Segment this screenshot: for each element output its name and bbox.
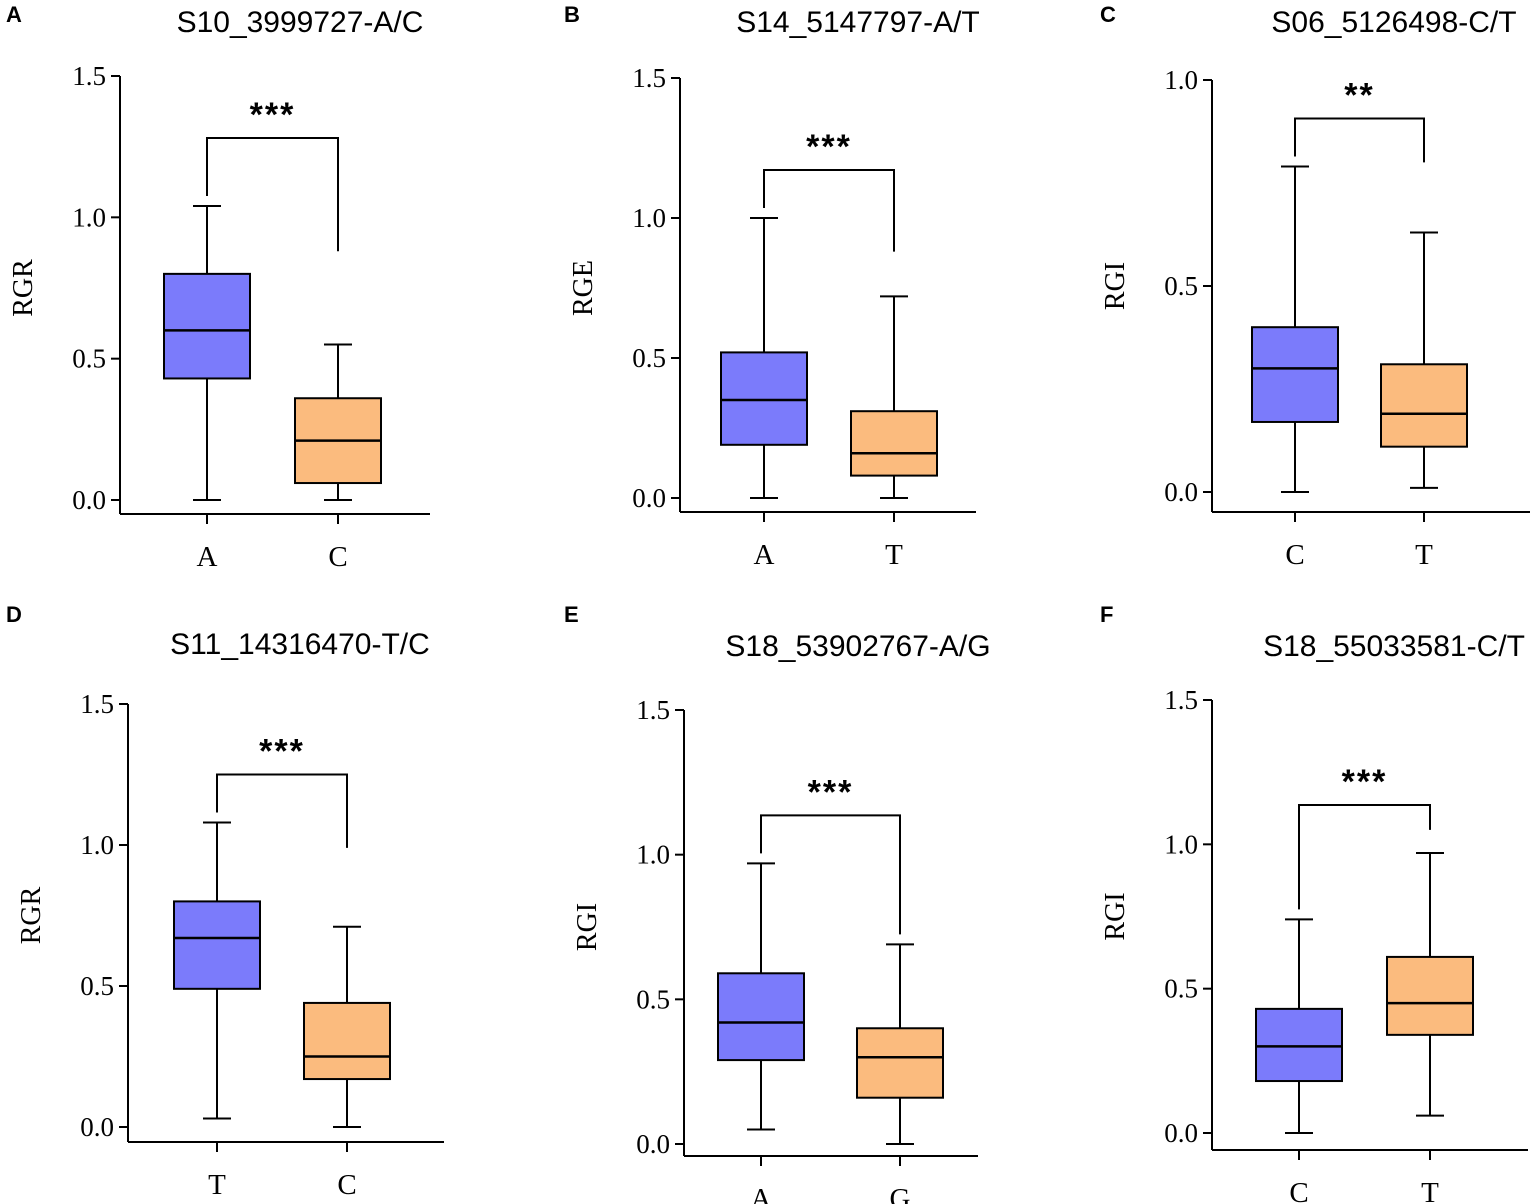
y-axis-label: RGR xyxy=(8,259,39,317)
y-tick-label: 0.0 xyxy=(1164,1118,1198,1148)
chart-title: S06_5126498-C/T xyxy=(1271,6,1517,39)
box-A xyxy=(163,272,251,380)
y-tick-label: 0.0 xyxy=(80,1112,114,1142)
significance-bracket xyxy=(760,814,901,935)
x-tick-label: A xyxy=(197,541,218,573)
y-tick-label: 1.5 xyxy=(632,63,666,93)
significance-label: *** xyxy=(1342,763,1388,801)
y-axis-label: RGR xyxy=(16,886,47,944)
x-tick-label: A xyxy=(754,539,775,571)
y-tick-label: 0.0 xyxy=(632,483,666,513)
panel-letter: E xyxy=(564,602,579,627)
y-tick-label: 0.5 xyxy=(1164,974,1198,1004)
y-tick-label: 1.5 xyxy=(636,695,670,725)
y-tick-label: 0.0 xyxy=(636,1129,670,1159)
boxplot: 0.0 0.5 1.0 1.5 RGI C T *** xyxy=(1100,685,1528,1204)
x-tick-label: T xyxy=(885,539,903,571)
x-tick-label: G xyxy=(890,1183,911,1204)
chart-title: S11_14316470-T/C xyxy=(170,628,430,661)
panel-letter: D xyxy=(6,602,22,627)
significance-bracket xyxy=(206,137,339,252)
y-tick-label: 1.0 xyxy=(1164,65,1198,95)
y-tick-label: 1.0 xyxy=(632,203,666,233)
significance-bracket xyxy=(216,773,348,848)
y-axis-label: RGE xyxy=(568,260,599,316)
boxplot: 0.0 0.5 1.0 RGI C T ** xyxy=(1100,65,1530,571)
panel-letter: A xyxy=(6,2,22,27)
y-tick-label: 1.0 xyxy=(80,830,114,860)
x-tick-label: T xyxy=(1421,1177,1439,1204)
x-tick-label: T xyxy=(208,1169,226,1201)
x-tick-label: A xyxy=(751,1183,772,1204)
y-tick-label: 1.5 xyxy=(1164,685,1198,715)
boxplot: 0.0 0.5 1.0 1.5 RGI A G *** xyxy=(572,695,978,1204)
panel-letter: C xyxy=(1100,2,1116,27)
box-C xyxy=(303,1001,391,1081)
y-tick-label: 1.5 xyxy=(80,689,114,719)
y-tick-label: 0.5 xyxy=(632,343,666,373)
box-C xyxy=(1251,326,1339,423)
y-tick-label: 0.0 xyxy=(1164,477,1198,507)
y-tick-label: 0.5 xyxy=(72,344,106,374)
chart-title: S18_55033581-C/T xyxy=(1263,630,1525,663)
box-A xyxy=(720,351,808,446)
y-tick-label: 0.0 xyxy=(72,485,106,515)
box-A xyxy=(717,972,805,1062)
boxplot: 0.0 0.5 1.0 1.5 RGR T C *** xyxy=(16,689,444,1201)
box-T xyxy=(1380,363,1468,448)
x-tick-label: C xyxy=(337,1169,356,1201)
x-tick-label: C xyxy=(1289,1177,1308,1204)
panel-a: A S10_3999727-A/C 0.0 0.5 1.0 1.5 RGR A C *** xyxy=(0,0,511,600)
y-tick-label: 0.5 xyxy=(636,984,670,1014)
panel-c: C S06_5126498-C/T 0.0 0.5 1.0 RGI C T ** xyxy=(1094,0,1535,600)
significance-bracket xyxy=(1298,803,1431,910)
box-T xyxy=(1386,955,1474,1036)
significance-label: *** xyxy=(806,128,852,166)
panel-d: D S11_14316470-T/C 0.0 0.5 1.0 1.5 RGR T C *** xyxy=(0,600,511,1201)
chart-title: S10_3999727-A/C xyxy=(176,6,424,39)
box-C xyxy=(1255,1007,1343,1083)
y-tick-label: 1.0 xyxy=(636,840,670,870)
significance-label: *** xyxy=(250,96,296,134)
y-tick-label: 0.5 xyxy=(1164,271,1198,301)
x-tick-label: T xyxy=(1415,539,1433,571)
significance-label: *** xyxy=(808,773,854,811)
x-tick-label: C xyxy=(328,541,347,573)
y-tick-label: 1.0 xyxy=(1164,829,1198,859)
significance-label: *** xyxy=(259,732,305,770)
panel-e: E S18_53902767-A/G 0.0 0.5 1.0 1.5 RGI A G *** xyxy=(558,600,1069,1204)
significance-label: ** xyxy=(1344,77,1374,115)
significance-bracket xyxy=(763,169,895,252)
y-axis-label: RGI xyxy=(1100,892,1131,940)
y-tick-label: 1.0 xyxy=(72,202,106,232)
y-tick-label: 1.5 xyxy=(72,61,106,91)
panel-letter: B xyxy=(564,2,580,27)
y-axis-label: RGI xyxy=(1100,262,1131,310)
boxplot: 0.0 0.5 1.0 1.5 RGR A C *** xyxy=(8,61,430,573)
boxplot: 0.0 0.5 1.0 1.5 RGE A T *** xyxy=(568,63,976,571)
box-T xyxy=(173,900,261,990)
panel-b: B S14_5147797-A/T 0.0 0.5 1.0 1.5 RGE A T *** xyxy=(558,0,1069,600)
significance-bracket xyxy=(1294,117,1425,163)
chart-title: S18_53902767-A/G xyxy=(725,630,991,663)
panel-letter: F xyxy=(1100,602,1114,627)
x-tick-label: C xyxy=(1285,539,1304,571)
box-G xyxy=(856,1027,944,1099)
y-axis-label: RGI xyxy=(572,903,603,951)
chart-title: S14_5147797-A/T xyxy=(736,6,980,39)
y-tick-label: 0.5 xyxy=(80,971,114,1001)
box-T xyxy=(850,410,938,477)
panel-f: F S18_55033581-C/T 0.0 0.5 1.0 1.5 RGI C T *** xyxy=(1094,600,1535,1204)
